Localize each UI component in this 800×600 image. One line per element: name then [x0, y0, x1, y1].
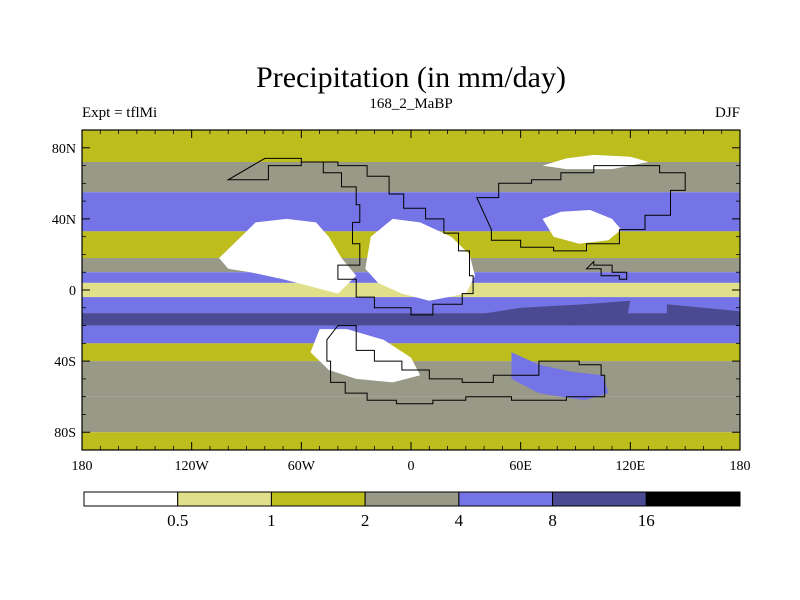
period-label: 168_2_MaBP	[369, 96, 452, 112]
colorbar-label: 2	[361, 511, 370, 530]
coastline-0	[226, 157, 474, 316]
band-13	[82, 432, 740, 450]
y-tick-label: 80N	[52, 142, 76, 157]
y-tick-label: 80S	[54, 426, 76, 441]
region-gondwana-wet	[511, 352, 609, 401]
colorbar-swatch-3	[364, 491, 460, 507]
chart-title: Precipitation (in mm/day)	[256, 61, 566, 94]
map-field	[82, 130, 740, 450]
colorbar-swatch-6	[645, 491, 741, 507]
region-boreal-wet	[447, 197, 521, 219]
axes: 180 120W 60W 0 60E 120E 180 80N 40N 0 40S 80S	[52, 130, 751, 474]
y-tick-label: 40S	[54, 355, 76, 370]
band-1	[82, 162, 740, 193]
coastline-1	[326, 325, 606, 405]
x-tick-label: 120E	[616, 459, 646, 474]
colorbar-swatch-4	[458, 491, 554, 507]
region-tethys-wet	[475, 300, 631, 326]
x-tick-label: 180	[72, 459, 93, 474]
colorbar-swatch-5	[552, 491, 647, 507]
region-southern-desert	[310, 329, 421, 383]
band-9	[82, 325, 740, 344]
colorbar-label: 4	[455, 511, 464, 530]
colorbar-swatch-2	[270, 491, 366, 507]
band-10	[82, 343, 740, 362]
band-12	[82, 396, 740, 433]
coastline-2	[476, 165, 686, 252]
coastlines	[226, 157, 686, 405]
colorbar-label: 1	[267, 511, 276, 530]
region-pacific-wet	[666, 304, 740, 326]
x-tick-label: 60W	[288, 459, 316, 474]
x-tick-label: 0	[408, 459, 415, 474]
colorbar-label: 16	[638, 511, 655, 530]
experiment-label: Expt = tflMi	[82, 105, 157, 121]
colorbar-label: 8	[548, 511, 557, 530]
x-tick-label: 180	[730, 459, 751, 474]
season-label: DJF	[715, 105, 740, 121]
colorbar-swatch-0	[83, 491, 179, 507]
x-tick-label: 60E	[509, 459, 532, 474]
region-africa-south-america-desert	[365, 218, 475, 301]
x-tick-label: 120W	[175, 459, 210, 474]
colorbar-label: 0.5	[167, 511, 188, 530]
region-north-america-desert	[219, 218, 357, 294]
y-tick-label: 0	[69, 284, 76, 299]
region-asia-desert	[542, 210, 622, 244]
colorbar: 0.5 1 2 4 8 16	[83, 491, 741, 530]
coastline-3	[585, 260, 628, 280]
y-tick-label: 40N	[52, 213, 76, 228]
colorbar-swatch-1	[177, 491, 272, 507]
